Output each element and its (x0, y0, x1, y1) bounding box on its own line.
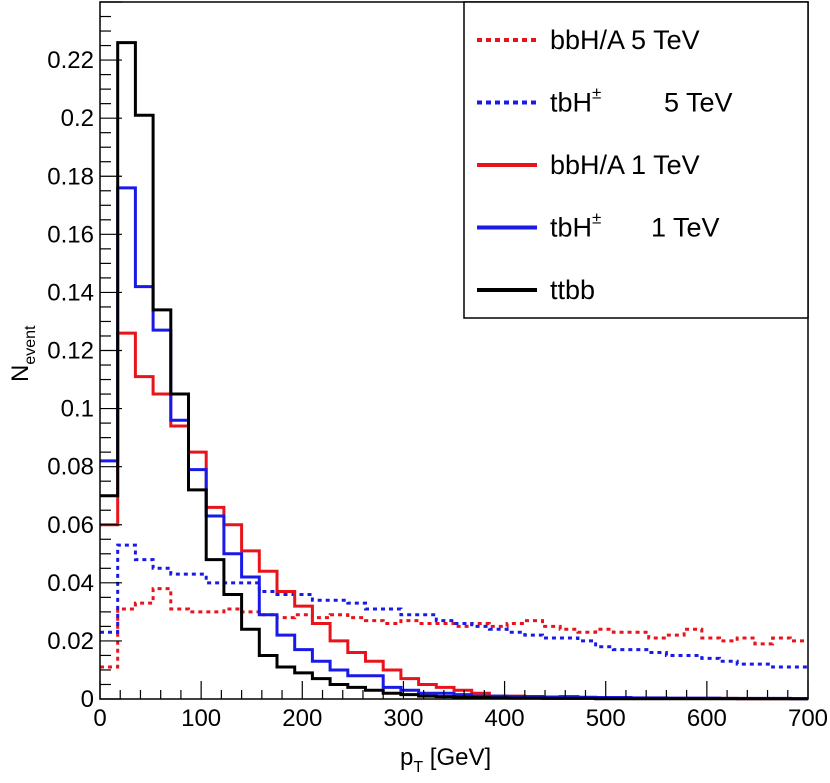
x-tick-label: 300 (383, 705, 423, 732)
x-tick-label: 700 (788, 705, 828, 732)
legend-label-2: tbH± 5 TeV (550, 84, 733, 118)
y-tick-label: 0.16 (47, 221, 94, 248)
x-axis-title: pT [GeV] (400, 744, 491, 776)
legend: bbH/A 5 TeV tbH± 5 TeV bbH/A 1 TeV tbH± 1 TeV… (463, 1, 809, 319)
legend-label-5: ttbb (550, 275, 595, 305)
x-axis-title-rest: [GeV] (423, 744, 491, 771)
legend-label-1: bbH/A 5 TeV (550, 25, 700, 55)
legend-label-3: bbH/A 1 TeV (550, 150, 700, 180)
x-tick-label: 500 (586, 705, 626, 732)
y-axis-title-sub: event (22, 325, 39, 365)
x-tick-label: 0 (93, 705, 106, 732)
y-tick-label: 0.22 (47, 47, 94, 74)
y-axis-title: Nevent (7, 325, 39, 382)
x-axis: 0 100 200 300 400 500 600 700 (93, 681, 828, 732)
series-line-2-tbh-5-tev (100, 543, 808, 669)
series-line-1-bbh-a-5-tev (100, 587, 808, 669)
x-tick-label: 600 (687, 705, 727, 732)
y-axis: 0 0.02 0.04 0.06 0.08 0.1 0.12 0.14 0.16 0.18 0.2 0… (47, 1, 122, 713)
x-tick-label: 200 (282, 705, 322, 732)
y-tick-label: 0.08 (47, 454, 94, 481)
legend-box (463, 1, 809, 319)
y-axis-title-main: N (7, 365, 34, 382)
y-tick-label: 0.02 (47, 628, 94, 655)
y-tick-label: 0.14 (47, 279, 94, 306)
y-tick-label: 0.18 (47, 163, 94, 190)
x-axis-title-sub: T (413, 759, 423, 776)
x-axis-title-main: p (400, 744, 413, 771)
y-tick-label: 0.12 (47, 338, 94, 365)
y-tick-label: 0.06 (47, 512, 94, 539)
y-tick-label: 0.04 (47, 570, 94, 597)
y-tick-label: 0.2 (61, 105, 94, 132)
legend-label-4: tbH± 1 TeV (550, 209, 720, 243)
y-tick-label: 0.1 (61, 396, 94, 423)
y-tick-label: 0 (81, 686, 94, 713)
x-tick-label: 400 (485, 705, 525, 732)
x-tick-label: 100 (181, 705, 221, 732)
